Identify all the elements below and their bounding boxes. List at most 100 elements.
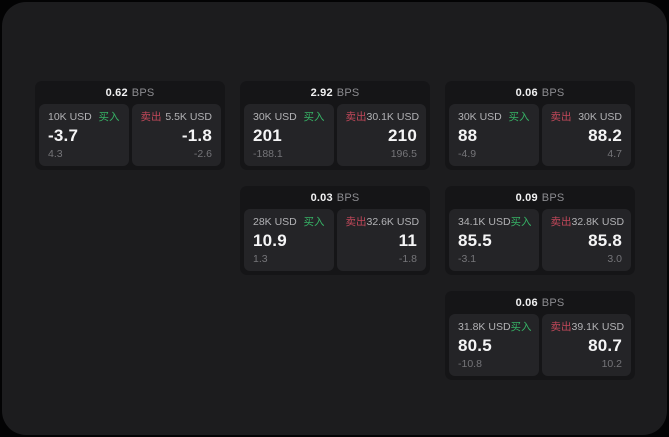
buy-delta: 4.3 <box>48 148 63 160</box>
spread-header: 0.03 BPS <box>240 186 430 209</box>
sell-panel-top: 卖出 5.5K USD <box>141 111 213 124</box>
card-body: 30K USD 买入 88 -4.9 卖出 30K USD 88.2 4.7 <box>445 104 635 170</box>
card-body: 31.8K USD 买入 80.5 -10.8 卖出 39.1K USD 80.… <box>445 314 635 380</box>
sell-panel[interactable]: 卖出 5.5K USD -1.8 -2.6 <box>131 104 221 166</box>
spread-value: 0.03 <box>310 191 333 204</box>
sell-price: -1.8 <box>181 126 212 145</box>
buy-panel[interactable]: 31.8K USD 买入 80.5 -10.8 <box>449 314 539 376</box>
sell-delta: -2.6 <box>193 148 212 160</box>
sell-price: 85.8 <box>588 231 622 250</box>
sell-amount: 32.8K USD <box>571 216 625 228</box>
spread-unit: BPS <box>336 191 360 204</box>
buy-side-label: 买入 <box>508 111 530 123</box>
sell-delta: 4.7 <box>607 148 622 160</box>
sell-side-label: 卖出 <box>550 111 572 123</box>
sell-panel-top: 卖出 39.1K USD <box>550 321 625 334</box>
card-body: 28K USD 买入 10.9 1.3 卖出 32.6K USD 11 -1.8 <box>240 209 430 275</box>
quote-card: 0.09 BPS 34.1K USD 买入 85.5 -3.1 卖出 32.8K… <box>445 186 635 275</box>
sell-panel[interactable]: 卖出 30.1K USD 210 196.5 <box>336 104 426 166</box>
sell-panel[interactable]: 卖出 39.1K USD 80.7 10.2 <box>541 314 631 376</box>
buy-panel-top: 10K USD 买入 <box>48 111 120 124</box>
buy-amount: 10K USD <box>48 111 92 123</box>
spread-header: 2.92 BPS <box>240 81 430 104</box>
buy-delta: -4.9 <box>458 148 477 160</box>
quote-card: 2.92 BPS 30K USD 买入 201 -188.1 卖出 30.1K … <box>240 81 430 170</box>
sell-panel[interactable]: 卖出 32.8K USD 85.8 3.0 <box>541 209 631 271</box>
sell-delta: 196.5 <box>390 148 417 160</box>
sell-panel-top: 卖出 32.6K USD <box>346 216 420 229</box>
buy-side-label: 买入 <box>510 216 532 228</box>
sell-delta: 10.2 <box>601 358 622 370</box>
sell-price: 11 <box>398 231 417 250</box>
buy-side-label: 买入 <box>303 216 325 228</box>
quote-card: 0.06 BPS 30K USD 买入 88 -4.9 卖出 30K USD <box>445 81 635 170</box>
buy-panel[interactable]: 30K USD 买入 88 -4.9 <box>449 104 539 166</box>
buy-delta: -10.8 <box>458 358 482 370</box>
sell-side-label: 卖出 <box>345 111 367 123</box>
buy-amount: 30K USD <box>253 111 297 123</box>
sell-amount: 5.5K USD <box>165 111 212 123</box>
sell-side-label: 卖出 <box>550 321 572 333</box>
buy-panel[interactable]: 30K USD 买入 201 -188.1 <box>244 104 334 166</box>
buy-amount: 28K USD <box>253 216 297 228</box>
spread-unit: BPS <box>336 86 360 99</box>
spread-value: 0.06 <box>515 86 538 99</box>
sell-panel[interactable]: 卖出 32.6K USD 11 -1.8 <box>336 209 426 271</box>
buy-panel[interactable]: 10K USD 买入 -3.7 4.3 <box>39 104 129 166</box>
buy-price: -3.7 <box>48 126 79 145</box>
buy-delta: 1.3 <box>253 253 268 265</box>
buy-side-label: 买入 <box>303 111 325 123</box>
spread-unit: BPS <box>541 296 565 309</box>
quote-card: 0.62 BPS 10K USD 买入 -3.7 4.3 卖出 5.5K USD <box>35 81 225 170</box>
spread-header: 0.06 BPS <box>445 291 635 314</box>
buy-side-label: 买入 <box>98 111 120 123</box>
buy-amount: 34.1K USD <box>458 216 511 228</box>
spread-unit: BPS <box>541 86 565 99</box>
buy-price: 201 <box>253 126 282 145</box>
sell-panel[interactable]: 卖出 30K USD 88.2 4.7 <box>541 104 631 166</box>
buy-price: 10.9 <box>253 231 287 250</box>
buy-amount: 30K USD <box>458 111 502 123</box>
buy-panel-top: 34.1K USD 买入 <box>458 216 532 229</box>
spread-unit: BPS <box>541 191 565 204</box>
buy-panel[interactable]: 28K USD 买入 10.9 1.3 <box>244 209 334 271</box>
spread-header: 0.62 BPS <box>35 81 225 104</box>
sell-price: 88.2 <box>588 126 622 145</box>
sell-amount: 39.1K USD <box>571 321 625 333</box>
sell-side-label: 卖出 <box>550 216 572 228</box>
buy-delta: -188.1 <box>253 148 283 160</box>
spread-value: 0.06 <box>515 296 538 309</box>
buy-price: 85.5 <box>458 231 492 250</box>
buy-panel-top: 31.8K USD 买入 <box>458 321 532 334</box>
buy-panel-top: 28K USD 买入 <box>253 216 325 229</box>
spread-value: 2.92 <box>310 86 333 99</box>
sell-amount: 30K USD <box>578 111 622 123</box>
spread-value: 0.62 <box>105 86 128 99</box>
sell-panel-top: 卖出 30K USD <box>551 111 623 124</box>
buy-side-label: 买入 <box>510 321 532 333</box>
spread-value: 0.09 <box>515 191 538 204</box>
sell-side-label: 卖出 <box>140 111 162 123</box>
spread-unit: BPS <box>131 86 155 99</box>
sell-panel-top: 卖出 32.8K USD <box>550 216 625 229</box>
buy-delta: -3.1 <box>458 253 477 265</box>
quote-card: 0.06 BPS 31.8K USD 买入 80.5 -10.8 卖出 39.1… <box>445 291 635 380</box>
buy-amount: 31.8K USD <box>458 321 511 333</box>
buy-price: 88 <box>458 126 478 145</box>
sell-price: 80.7 <box>588 336 622 355</box>
buy-panel[interactable]: 34.1K USD 买入 85.5 -3.1 <box>449 209 539 271</box>
sell-panel-top: 卖出 30.1K USD <box>345 111 420 124</box>
quote-cards-grid: 0.62 BPS 10K USD 买入 -3.7 4.3 卖出 5.5K USD <box>35 81 635 380</box>
card-body: 30K USD 买入 201 -188.1 卖出 30.1K USD 210 1… <box>240 104 430 170</box>
sell-price: 210 <box>388 126 417 145</box>
spread-header: 0.06 BPS <box>445 81 635 104</box>
buy-panel-top: 30K USD 买入 <box>253 111 325 124</box>
sell-amount: 30.1K USD <box>366 111 420 123</box>
sell-amount: 32.6K USD <box>366 216 420 228</box>
spread-header: 0.09 BPS <box>445 186 635 209</box>
quote-card: 0.03 BPS 28K USD 买入 10.9 1.3 卖出 32.6K US… <box>240 186 430 275</box>
card-body: 34.1K USD 买入 85.5 -3.1 卖出 32.8K USD 85.8… <box>445 209 635 275</box>
buy-price: 80.5 <box>458 336 492 355</box>
card-body: 10K USD 买入 -3.7 4.3 卖出 5.5K USD -1.8 -2.… <box>35 104 225 170</box>
